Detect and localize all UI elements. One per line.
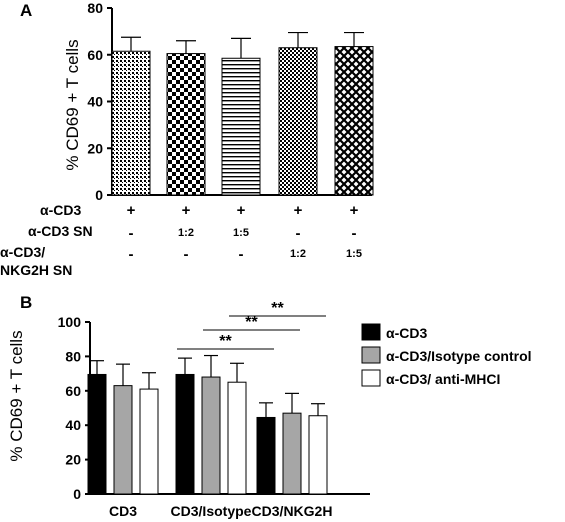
panel-b-legend-swatch (361, 369, 381, 387)
panel-b-y-tick-label: 40 (65, 417, 81, 433)
panel-a-condition-cell: 1:2 (290, 248, 306, 260)
panel-a-y-tick-label: 0 (95, 187, 103, 203)
panel-a-condition-cell: - (296, 225, 301, 242)
panel-b-y-tick-label: 80 (65, 348, 81, 364)
panel-b-significance-label: ** (271, 300, 284, 317)
panel-a-bar (166, 53, 206, 196)
panel-b-bar (201, 376, 221, 495)
panel-a-condition-cell: - (239, 246, 244, 263)
panel-b-bar (87, 373, 107, 495)
panel-a-condition-label: α-CD3 SN (28, 223, 93, 239)
panel-a-bar (111, 50, 151, 196)
panel-a-condition-cell: 1:2 (178, 227, 194, 239)
panel-b-y-axis-label: % CD69 + T cells (7, 330, 26, 461)
panel-b-x-tick-label: CD3 (109, 503, 137, 519)
panel-a-condition-cell: + (350, 202, 359, 219)
panel-a-label: A (20, 1, 32, 20)
panel-a-y-axis-label: % CD69 + T cells (63, 39, 82, 170)
panel-b-plot: 0 20 40 60 80 100 CD3 CD3/Isotype CD3/NKG2H ** ** *… (58, 300, 532, 519)
panel-a-y-tick-label: 60 (87, 47, 103, 63)
panel-b-y-tick-label: 0 (73, 486, 81, 502)
panel-b-significance-label: ** (219, 333, 232, 350)
panel-b-bar (227, 381, 247, 495)
panel-b-bar (139, 388, 159, 495)
panel-b-y-tick-label: 100 (58, 314, 82, 330)
panel-b-legend-swatch (361, 323, 381, 341)
panel-a-y-tick-label: 20 (87, 140, 103, 156)
panel-a-bar (221, 57, 261, 196)
panel-a-condition-label: NKG2H SN (0, 262, 72, 278)
panel-a-bar (278, 47, 318, 196)
panel-b-legend-label: α-CD3/Isotype control (386, 348, 532, 364)
panel-a-condition-label: α-CD3 (40, 202, 81, 218)
panel-b-bar (113, 385, 133, 495)
panel-a-condition-cell: + (237, 202, 246, 219)
panel-a-condition-cell: - (352, 225, 357, 242)
panel-a-plot: 0 20 40 60 80 α-CD3 + + + + + α-CD3 SN - 1:2 1:5 - - α-CD… (0, 0, 374, 278)
panel-b-x-tick-label: CD3/NKG2H (252, 503, 333, 519)
panel-a-y-tick-label: 80 (87, 0, 103, 16)
panel-b-x-tick-label: CD3/Isotype (171, 503, 252, 519)
panel-b-y-tick-label: 20 (65, 452, 81, 468)
panel-a-condition-cell: + (294, 202, 303, 219)
panel-a-condition-label: α-CD3/ (0, 244, 45, 260)
panel-a-condition-cell: - (184, 246, 189, 263)
panel-a-condition-cell: - (129, 225, 134, 242)
panel-b-y-tick-label: 60 (65, 383, 81, 399)
panel-b-legend-label: α-CD3 (386, 325, 427, 341)
panel-b-legend-swatch (361, 346, 381, 364)
panel-b-label: B (20, 293, 32, 312)
panel-b-legend-label: α-CD3/ anti-MHCI (386, 371, 500, 387)
panel-a-y-tick-label: 40 (87, 94, 103, 110)
panel-a-condition-cell: + (127, 202, 136, 219)
panel-b-bar (175, 373, 195, 495)
panel-a-condition-cell: + (182, 202, 191, 219)
panel-b-bar (308, 415, 328, 495)
panel-b-bar (282, 412, 302, 495)
panel-a-bar (334, 46, 374, 196)
panel-b-bar (256, 416, 276, 495)
panel-a-condition-cell: 1:5 (233, 227, 249, 239)
panel-a-condition-cell: - (129, 246, 134, 263)
panel-a-condition-cell: 1:5 (346, 248, 362, 260)
panel-b-significance-label: ** (245, 314, 258, 331)
